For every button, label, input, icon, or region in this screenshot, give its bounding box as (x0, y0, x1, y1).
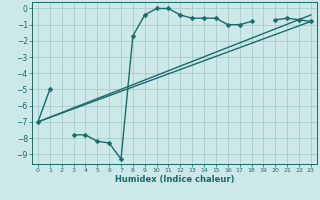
X-axis label: Humidex (Indice chaleur): Humidex (Indice chaleur) (115, 175, 234, 184)
